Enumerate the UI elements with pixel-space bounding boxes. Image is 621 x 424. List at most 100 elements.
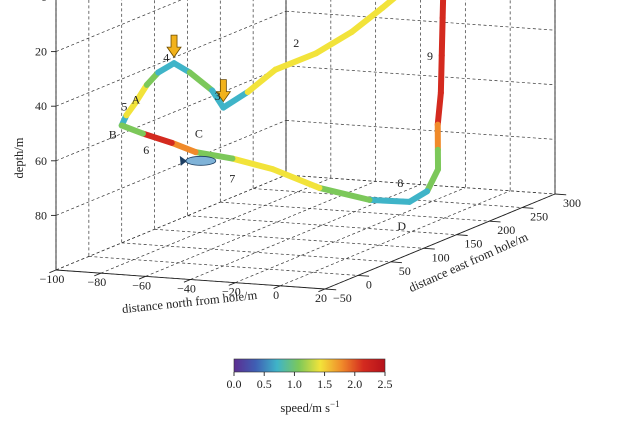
arrow-icon [215, 79, 232, 103]
grid-line [145, 181, 376, 277]
track-label: 5 [121, 100, 127, 114]
track-label: D [397, 219, 406, 233]
track-segment [139, 130, 175, 146]
y-tick-mark [456, 234, 468, 236]
grid-line [235, 187, 466, 283]
x-tick-label: −60 [132, 278, 151, 292]
track-segment [209, 87, 227, 111]
x-tick-mark [183, 279, 191, 283]
y-tick-mark [554, 193, 567, 196]
colorbar-tick-label: 1.0 [287, 377, 302, 391]
x-tick-label: −20 [222, 285, 241, 299]
track-segment [229, 155, 276, 173]
colorbar-tick-label: 2.0 [347, 377, 362, 391]
track-segment [155, 60, 178, 76]
y-tick-label: 100 [432, 250, 450, 264]
arrow-icon [166, 34, 182, 58]
track-label: 2 [293, 36, 299, 50]
track-label: 4 [163, 50, 169, 64]
y-tick-label: 250 [530, 210, 548, 224]
x-tick-mark [49, 269, 57, 274]
frame-edge [324, 193, 556, 290]
colorbar-tick-label: 2.5 [378, 377, 393, 391]
track-label: C [195, 127, 203, 141]
grid-line [88, 256, 358, 276]
track-segment [348, 4, 386, 36]
y-tick-label: −50 [333, 291, 352, 305]
x-tick-label: −100 [40, 272, 65, 286]
y-tick-label: 50 [399, 264, 411, 278]
fish-body [185, 155, 217, 166]
track-segment [192, 149, 236, 162]
track-label: B [109, 127, 117, 141]
track-segment [439, 0, 447, 21]
track-label: 8 [397, 176, 403, 190]
fish-icon [179, 155, 217, 166]
y-tick-label: 300 [563, 196, 581, 210]
grid-line [280, 190, 511, 287]
y-tick-mark [489, 220, 501, 223]
track-segment [269, 166, 323, 191]
y-tick-label: 200 [497, 223, 515, 237]
y-tick-label: 150 [464, 237, 482, 251]
track-segment [316, 184, 373, 203]
y-tick-mark [390, 261, 402, 264]
grid-line [190, 184, 421, 280]
grid-line [285, 65, 556, 86]
track-segment [244, 66, 279, 96]
x-tick-label: −40 [177, 282, 196, 296]
grid-line [55, 0, 182, 52]
track-segment [424, 166, 442, 195]
x-tick-mark [318, 288, 326, 293]
y-tick-mark [522, 207, 534, 209]
track-segment [379, 0, 397, 11]
y-tick-label: 0 [366, 277, 372, 291]
grid-line [55, 174, 287, 271]
track-segment [118, 122, 146, 137]
x-tick-label: 20 [315, 291, 327, 305]
x-tick-mark [228, 282, 236, 286]
grid-line [55, 65, 287, 162]
x-tick-mark [94, 272, 102, 277]
colorbar-ticks: 0.0 0.5 1.0 1.5 2.0 2.5 [227, 372, 393, 391]
y-tick-mark [357, 274, 370, 277]
x-tick-label: −80 [87, 275, 106, 289]
track-labels: 12345678910ABCD [109, 36, 433, 233]
grid-line [285, 10, 556, 31]
z-tick-label: 80 [35, 208, 47, 222]
track-segment [366, 196, 413, 205]
colorbar-tick-label: 0.0 [227, 377, 242, 391]
colorbar-tick-label: 0.5 [257, 377, 272, 391]
z-tick-label: 20 [35, 45, 47, 59]
track-segment [186, 69, 216, 94]
track-segment [437, 52, 445, 96]
track-segment [132, 81, 150, 106]
track-segment [434, 89, 444, 128]
z-axis-label: depth/m [12, 137, 26, 178]
grid-line [285, 174, 556, 195]
swim-track [118, 0, 447, 205]
track-segment [168, 139, 199, 156]
event-arrows [166, 34, 232, 103]
grid-line [55, 10, 287, 107]
grid-line [187, 215, 457, 236]
x-tick-mark [273, 285, 281, 289]
z-tick-label: 40 [35, 99, 47, 113]
z-tick-label: 0 [41, 0, 47, 4]
track-segment [438, 14, 446, 59]
colorbar-label: speed/m s−1 [280, 399, 339, 415]
track-label: 6 [143, 143, 149, 157]
track-segment [406, 188, 431, 205]
colorbar-tick-label: 1.5 [317, 377, 332, 391]
track-label: 3 [215, 89, 221, 103]
x-tick-label: 0 [273, 288, 279, 302]
y-tick-mark [324, 288, 337, 291]
track-label: 9 [427, 49, 433, 63]
track-segment [272, 50, 320, 73]
track-segment [313, 29, 355, 57]
grid-line [100, 177, 331, 274]
fish-tail [179, 155, 187, 166]
grid-line [285, 120, 556, 140]
x-tick-mark [138, 275, 146, 280]
